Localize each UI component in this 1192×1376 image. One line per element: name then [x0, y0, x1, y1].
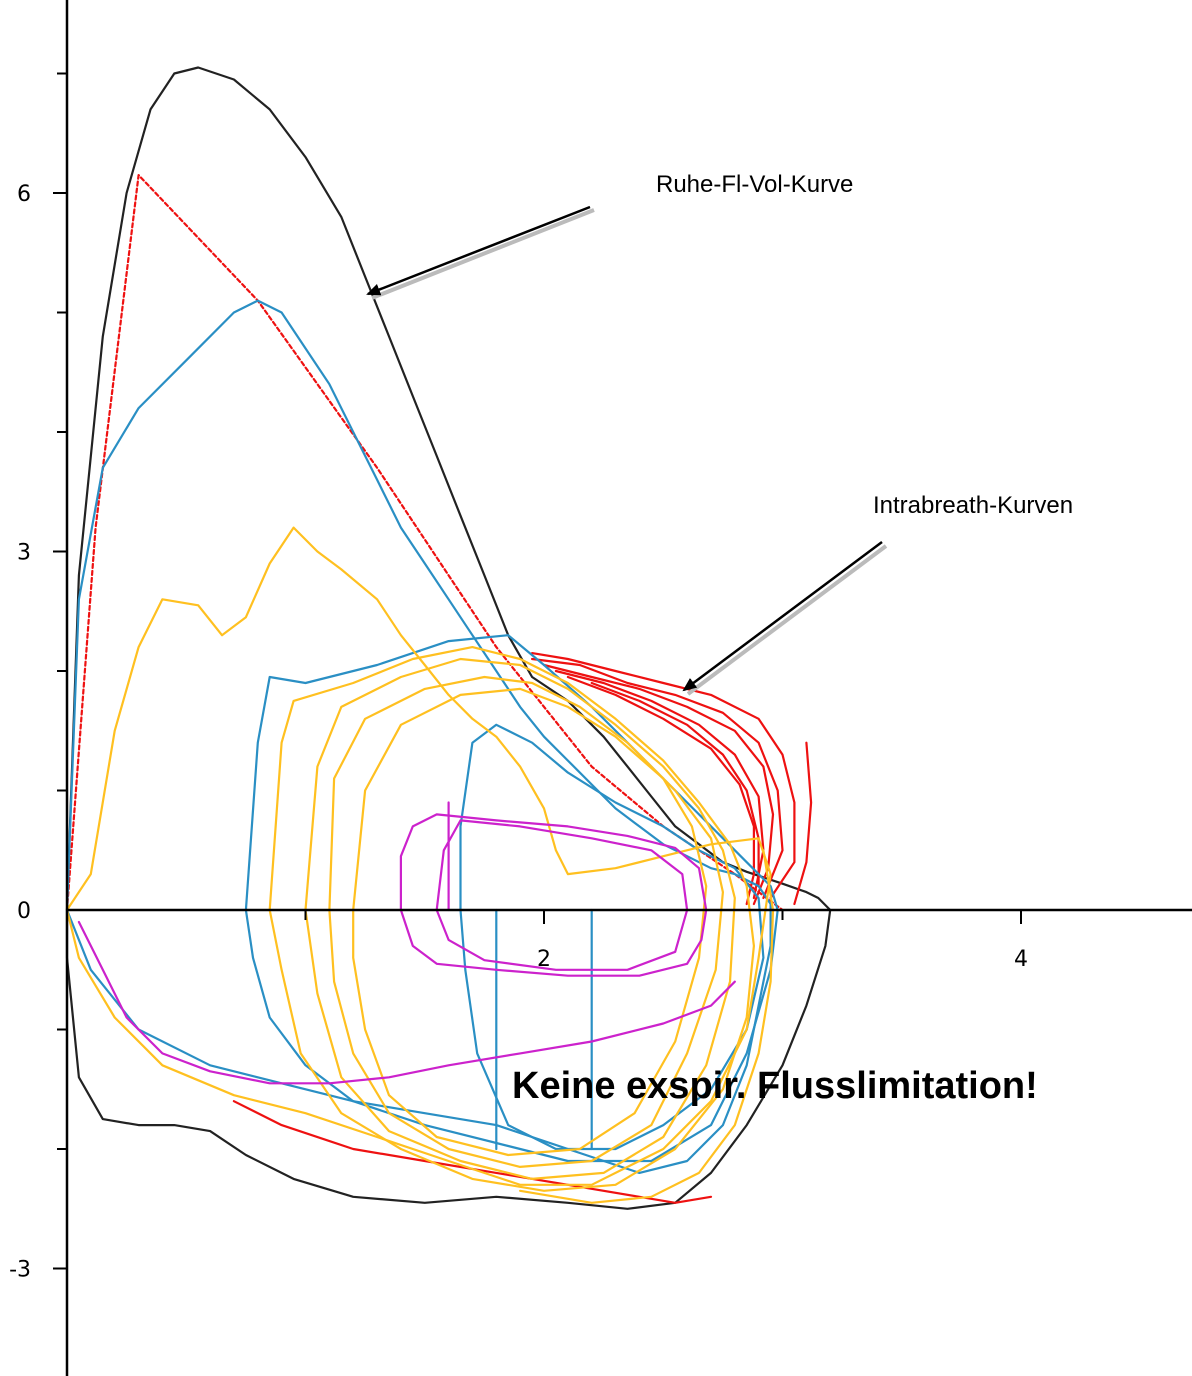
series-5-loop-3 [79, 922, 735, 1083]
annotation-intrabreath: Intrabreath-Kurven [873, 492, 1073, 519]
ruhe-arrow-shadow [372, 210, 594, 298]
ruhe-arrow [368, 207, 590, 294]
series-2-loop-6 [794, 743, 811, 904]
curves-group [67, 68, 830, 1209]
x-tick-label: 4 [1014, 947, 1028, 972]
axes-group: 6 3 0 -3 2 4 [9, 0, 1192, 1376]
series-0-loop-0 [67, 68, 830, 1209]
intra-arrow-shadow [688, 546, 886, 694]
y-tick-label: 6 [17, 182, 31, 207]
y-tick-label: -3 [9, 1258, 31, 1283]
annotation-ruhe: Ruhe-Fl-Vol-Kurve [656, 171, 853, 198]
series-3-loop-0 [67, 301, 771, 1173]
series-4-loop-1 [270, 647, 754, 1191]
conclusion-text: Keine exspir. Flusslimitation! [512, 1065, 1038, 1107]
x-tick-label: 2 [537, 947, 551, 972]
intra-arrow [684, 542, 882, 690]
y-tick-label: 3 [17, 541, 31, 566]
y-tick-label: 0 [17, 899, 31, 924]
series-5-loop-1 [437, 820, 687, 969]
